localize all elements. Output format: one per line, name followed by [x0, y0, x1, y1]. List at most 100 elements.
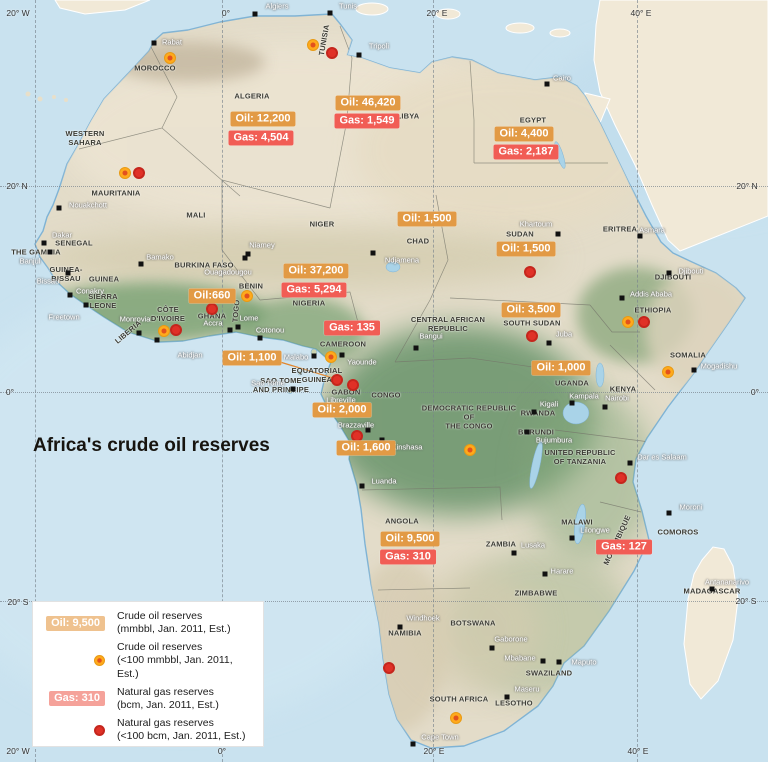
city-marker — [154, 337, 160, 343]
city-marker — [542, 571, 548, 577]
parallel-line — [0, 392, 768, 393]
reserve-value-label: Oil: 1,000 — [531, 360, 591, 376]
city-marker — [531, 409, 537, 415]
city-label: Abidjan — [177, 350, 203, 360]
city-marker — [242, 255, 248, 261]
reserve-value-label: Gas: 1,549 — [334, 113, 400, 129]
map-title: Africa's crude oil reserves — [33, 435, 270, 456]
country-label: BOTSWANA — [450, 618, 496, 628]
city-marker — [489, 645, 495, 651]
graticule-label: 40° E — [630, 8, 652, 18]
country-label: GUINEA — [88, 274, 120, 284]
city-marker — [627, 460, 633, 466]
country-label: SAO TOME AND PRINCIPE — [252, 376, 309, 394]
city-marker — [151, 40, 157, 46]
reserve-value-label: Oil: 9,500 — [380, 531, 440, 547]
city-marker — [359, 483, 365, 489]
country-label: RWANDA — [520, 408, 556, 418]
graticule-label: 20° S — [7, 597, 29, 607]
city-marker — [546, 340, 552, 346]
reserve-value-label: Gas: 5,294 — [281, 282, 347, 298]
country-label: CÔTE D'IVOIRE — [150, 305, 186, 323]
city-label: Ouagadougou — [204, 267, 252, 277]
city-label: Harare — [550, 566, 574, 576]
city-marker — [370, 250, 376, 256]
legend-oil-dot-swatch — [94, 655, 105, 667]
city-label: Dakar — [51, 230, 73, 240]
city-label: Libreville — [326, 395, 356, 405]
oil-reserve-dot — [307, 39, 319, 51]
country-label: ZAMBIA — [485, 539, 517, 549]
city-marker — [47, 249, 53, 255]
city-label: Lome — [239, 313, 259, 323]
city-label: Lusaka — [520, 540, 546, 550]
country-label: SENEGAL — [55, 238, 93, 248]
gas-reserve-dot — [326, 47, 338, 59]
city-marker — [556, 659, 562, 665]
reserve-value-label: Oil: 1,600 — [336, 440, 396, 456]
city-label: Mbabane — [504, 653, 536, 663]
city-label: Cotonou — [255, 325, 285, 335]
country-label: SUDAN — [506, 229, 534, 239]
city-marker — [227, 327, 233, 333]
city-marker — [136, 330, 142, 336]
legend-row-gas-dot: Natural gas reserves (<100 bcm, Jan. 2011… — [39, 717, 257, 743]
city-marker — [290, 386, 296, 392]
oil-reserve-dot — [450, 712, 462, 724]
legend-oil-dot-text: Crude oil reserves (<100 mmbbl, Jan. 2011… — [117, 641, 233, 680]
city-label: Malabo — [283, 352, 309, 362]
oil-reserve-dot — [119, 167, 131, 179]
legend-gas-box-text: Natural gas reserves (bcm, Jan. 2011, Est… — [117, 685, 219, 711]
city-marker — [410, 741, 416, 747]
legend-row-oil-box: Oil: 9,500 Crude oil reserves (mmbbl, Jan… — [39, 610, 257, 636]
city-marker — [511, 550, 517, 556]
country-label: CAMEROON — [319, 339, 367, 349]
oil-reserve-dot — [158, 325, 170, 337]
oil-reserve-dot — [325, 351, 337, 363]
graticule-label: 20° E — [426, 8, 448, 18]
graticule-label: 0° — [217, 746, 227, 756]
city-label: Luanda — [371, 476, 397, 486]
country-label: ERITREA — [602, 224, 638, 234]
reserve-value-label: Oil: 1,500 — [397, 211, 457, 227]
parallel-line — [0, 186, 768, 187]
legend-gas-dot-swatch — [94, 724, 105, 736]
country-label: MALI — [186, 210, 206, 220]
city-marker — [67, 292, 73, 298]
city-marker — [365, 427, 371, 433]
city-label: Kinshasa — [391, 442, 423, 452]
legend-oil-box-text: Crude oil reserves (mmbbl, Jan. 2011, Est… — [117, 610, 231, 636]
country-label: DJIBOUTI — [654, 272, 692, 282]
country-label: SOUTH AFRICA — [429, 694, 489, 704]
leader-line-eq-guinea — [279, 361, 334, 379]
graticule-label: 20° S — [735, 596, 757, 606]
country-label: SOMALIA — [670, 350, 706, 360]
reserve-value-label: Oil: 37,200 — [283, 263, 349, 279]
graticule-label: 0° — [750, 387, 760, 397]
legend-row-oil-dot: Crude oil reserves (<100 mmbbl, Jan. 2011… — [39, 641, 257, 680]
gas-reserve-dot — [206, 303, 218, 315]
oil-reserve-dot — [241, 290, 253, 302]
city-label: Bissau — [36, 276, 60, 286]
graticule-label: 0° — [5, 387, 15, 397]
country-label: GABON — [331, 387, 361, 397]
country-label: MALAWI — [561, 517, 593, 527]
city-label: Ndjamena — [384, 255, 420, 265]
country-label: DEMOCRATIC REPUBLIC OF THE CONGO — [421, 403, 517, 431]
country-label: EGYPT — [519, 115, 547, 125]
city-label: Brazzaville — [337, 420, 375, 430]
country-label: NAMIBIA — [388, 628, 422, 638]
legend: Oil: 9,500 Crude oil reserves (mmbbl, Jan… — [32, 601, 264, 747]
city-marker — [56, 205, 62, 211]
country-label: CONGO — [371, 390, 401, 400]
city-marker — [83, 302, 89, 308]
city-label: Windhoek — [406, 613, 440, 623]
city-marker — [327, 10, 333, 16]
city-marker — [245, 251, 251, 257]
legend-gas-dot-text: Natural gas reserves (<100 bcm, Jan. 2011… — [117, 716, 246, 742]
city-marker — [257, 335, 263, 341]
gas-reserve-dot — [615, 472, 627, 484]
country-label: KENYA — [609, 384, 637, 394]
city-label: Sao Tome — [251, 378, 285, 388]
